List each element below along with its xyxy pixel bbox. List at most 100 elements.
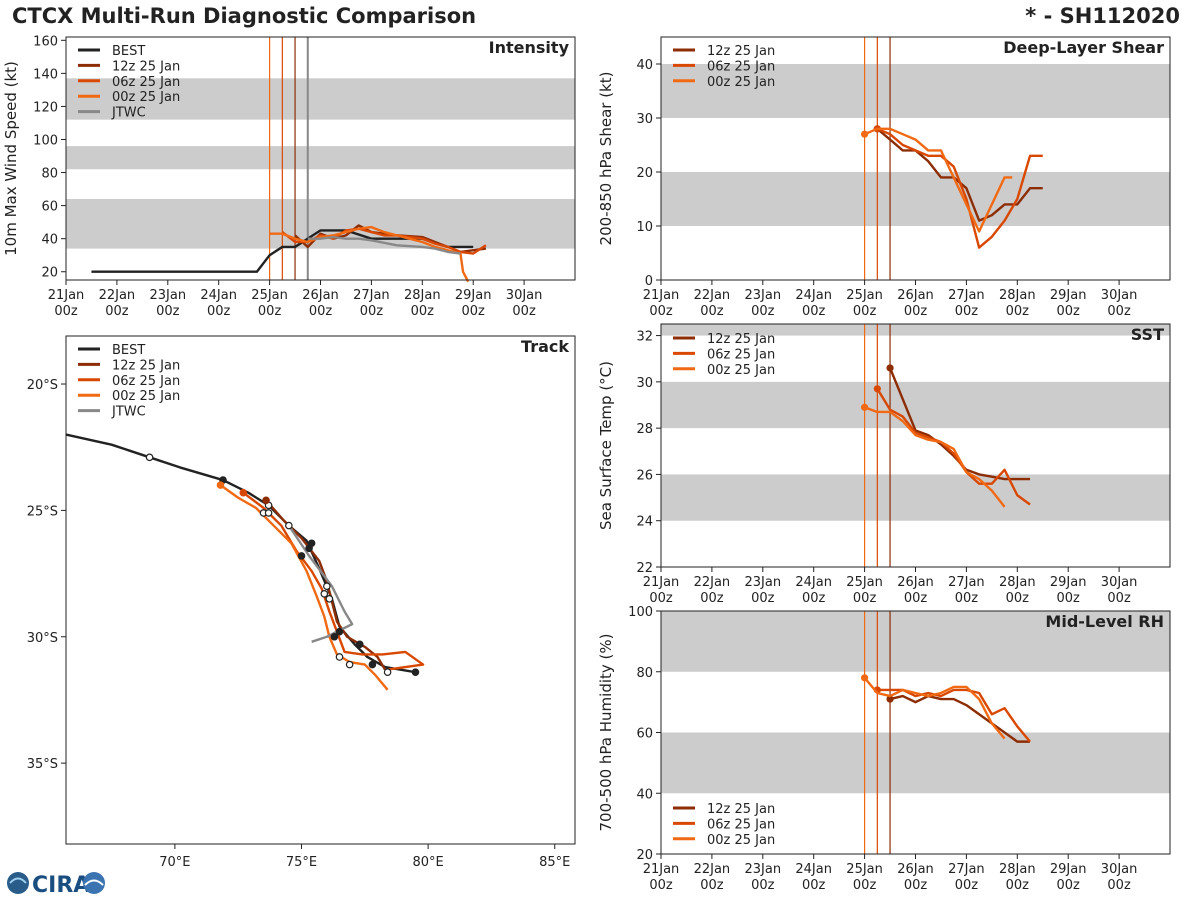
x-tick-label: 21Jan xyxy=(643,862,680,877)
track-point xyxy=(262,496,270,505)
track-point xyxy=(297,552,306,560)
shaded-band xyxy=(661,381,1170,429)
y-tick-label: 40 xyxy=(41,233,58,248)
y-axis-label: 200-850 hPa Shear (kt) xyxy=(597,72,615,246)
legend-label: 00z 25 Jan xyxy=(112,90,180,105)
y-axis-label: 700-500 hPa Humidity (%) xyxy=(597,633,615,831)
panel-title: Track xyxy=(521,337,569,356)
x-tick-label: 00z xyxy=(904,591,928,606)
x-tick-label: 00z xyxy=(360,304,384,319)
y-tick-label: 20 xyxy=(41,266,58,281)
x-tick-label: 00z xyxy=(904,304,928,319)
y-tick-label: 40 xyxy=(636,787,653,802)
y-tick-label: 20 xyxy=(636,848,653,863)
series-line-06z-25-jan xyxy=(876,127,1043,249)
y-tick-label: 160 xyxy=(33,34,58,49)
x-tick-label: 28Jan xyxy=(999,862,1036,877)
y-tick-label: 22 xyxy=(636,561,653,576)
chart-title: CTCX Multi-Run Diagnostic Comparison xyxy=(12,4,477,28)
x-tick-label: 00z xyxy=(54,304,78,319)
x-tick-label: 00z xyxy=(853,591,877,606)
x-tick-label: 28Jan xyxy=(999,575,1036,590)
legend-label: BEST xyxy=(112,44,145,59)
y-tick-label: 35°S xyxy=(27,757,58,772)
plot-frame xyxy=(65,335,576,845)
y-tick-label: 100 xyxy=(33,133,58,148)
panel-title: Deep-Layer Shear xyxy=(1003,38,1164,57)
series-start-marker xyxy=(861,674,869,682)
x-tick-label: 28Jan xyxy=(999,288,1036,303)
legend-label: 12z 25 Jan xyxy=(112,358,180,373)
x-tick-label: 00z xyxy=(853,878,877,893)
cira-logo: CIRA xyxy=(7,872,105,898)
legend-label: 12z 25 Jan xyxy=(707,332,775,347)
x-tick-label: 23Jan xyxy=(745,575,782,590)
logo-text: CIRA xyxy=(32,873,90,898)
legend-label: 12z 25 Jan xyxy=(707,802,775,817)
x-tick-label: 25Jan xyxy=(846,862,883,877)
x-tick-label: 22Jan xyxy=(99,288,136,303)
legend-label: JTWC xyxy=(111,106,146,121)
x-tick-label: 00z xyxy=(1107,878,1131,893)
panel-title: Intensity xyxy=(489,38,570,57)
series-line-00z-25-jan xyxy=(864,406,1006,508)
x-tick-label: 00z xyxy=(700,591,724,606)
x-tick-label: 00z xyxy=(1006,878,1030,893)
plot-frame xyxy=(660,323,1171,568)
track-point xyxy=(335,653,344,661)
x-tick-label: 29Jan xyxy=(1050,288,1087,303)
y-tick-label: 80 xyxy=(636,666,653,681)
legend-label: JTWC xyxy=(111,405,146,420)
x-tick-label: 23Jan xyxy=(745,862,782,877)
y-tick-label: 30 xyxy=(636,376,653,391)
legend-label: 00z 25 Jan xyxy=(707,833,775,848)
y-axis-label: Sea Surface Temp (°C) xyxy=(597,361,615,530)
panel-title: SST xyxy=(1131,325,1164,344)
x-tick-label: 00z xyxy=(802,878,826,893)
legend-label: 06z 25 Jan xyxy=(707,817,775,832)
track-point xyxy=(383,668,392,676)
legend-label: 00z 25 Jan xyxy=(112,389,180,404)
y-tick-label: 30°S xyxy=(27,631,58,646)
x-tick-label: 30Jan xyxy=(1101,575,1138,590)
x-tick-label: 25Jan xyxy=(846,575,883,590)
series-line-00z-25-jan xyxy=(863,677,1006,740)
x-tick-label: 00z xyxy=(802,304,826,319)
track-point xyxy=(335,627,344,636)
x-tick-label: 27Jan xyxy=(948,862,985,877)
x-tick-label: 24Jan xyxy=(200,288,237,303)
panel-rh: 21Jan00z22Jan00z23Jan00z24Jan00z25Jan00z… xyxy=(597,605,1171,893)
legend-label: 12z 25 Jan xyxy=(707,44,775,59)
series-line-jtwc xyxy=(307,235,461,255)
series-line-00z-25-jan xyxy=(269,225,470,283)
series-line-06z-25-jan xyxy=(242,491,425,671)
panel-intensity: 21Jan00z22Jan00z23Jan00z24Jan00z25Jan00z… xyxy=(2,34,576,319)
y-tick-label: 24 xyxy=(636,515,653,530)
shaded-band xyxy=(661,474,1170,521)
x-tick-label: 00z xyxy=(1006,304,1030,319)
y-tick-label: 140 xyxy=(33,67,58,82)
legend-label: 12z 25 Jan xyxy=(112,59,180,74)
shaded-band xyxy=(661,324,1170,336)
series-line-jtwc xyxy=(287,524,354,643)
x-tick-label: 00z xyxy=(751,304,775,319)
x-tick-label: 00z xyxy=(751,878,775,893)
legend-label: BEST xyxy=(112,343,145,358)
y-tick-label: 60 xyxy=(41,200,58,215)
y-tick-label: 40 xyxy=(636,58,653,73)
x-tick-label: 00z xyxy=(751,591,775,606)
x-tick-label: 28Jan xyxy=(404,288,441,303)
x-tick-label: 24Jan xyxy=(795,575,832,590)
x-tick-label: 00z xyxy=(649,878,673,893)
plot-area xyxy=(661,324,1170,567)
y-tick-label: 100 xyxy=(628,605,653,620)
track-point xyxy=(355,640,364,649)
x-tick-label: 22Jan xyxy=(694,862,731,877)
track-point xyxy=(264,509,273,517)
y-tick-label: 20°S xyxy=(27,378,58,393)
shaded-band xyxy=(661,172,1170,226)
x-tick-label: 26Jan xyxy=(897,575,934,590)
x-tick-label: 21Jan xyxy=(48,288,85,303)
x-tick-label: 00z xyxy=(955,591,979,606)
panel-sst: 21Jan00z22Jan00z23Jan00z24Jan00z25Jan00z… xyxy=(597,323,1171,606)
